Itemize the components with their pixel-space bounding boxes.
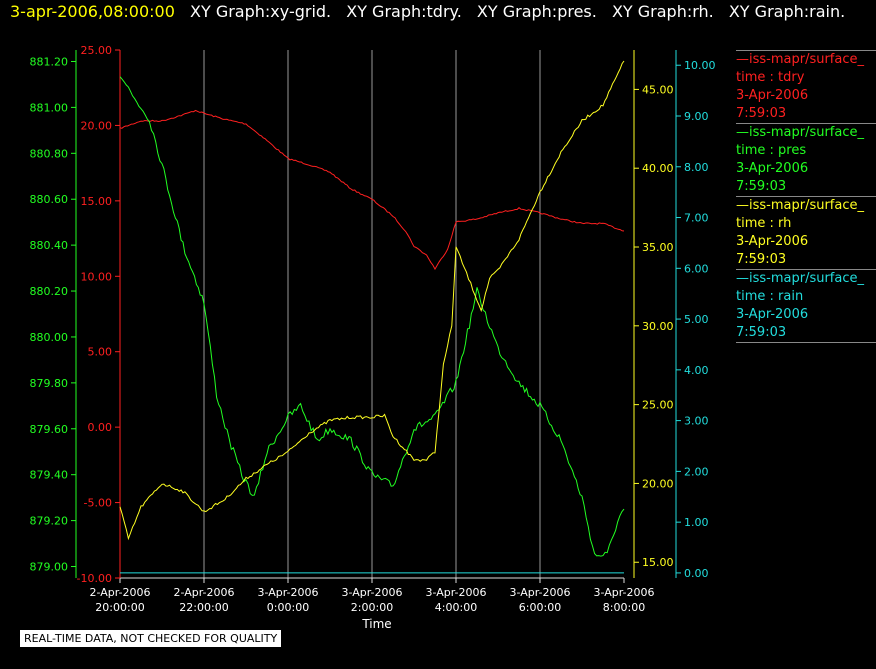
pres-tick-label: 880.20: [30, 285, 69, 298]
legend-date: 3-Apr-2006: [736, 307, 809, 322]
series-line-rh: [119, 60, 625, 541]
rain-tick-label: 6.00: [684, 262, 709, 275]
legend-variable: time : rain: [736, 289, 804, 304]
x-axis-label: Time: [361, 617, 391, 631]
series-line-pres: [119, 76, 625, 557]
rain-tick-label: 2.00: [684, 465, 709, 478]
legend-source: —iss-mapr/surface_: [736, 271, 865, 286]
legend-entry-rain: —iss-mapr/surface_ time : rain 3-Apr-200…: [736, 269, 876, 343]
legend-entry-pres: —iss-mapr/surface_ time : pres 3-Apr-200…: [736, 123, 876, 196]
x-tick-label-date: 2-Apr-2006: [173, 586, 234, 599]
quality-note: REAL-TIME DATA, NOT CHECKED FOR QUALITY: [20, 630, 282, 647]
title-bar: 3-apr-2006,08:00:00 XY Graph:xy-grid. XY…: [0, 0, 876, 30]
series-line-tdry: [119, 109, 625, 271]
x-tick-label-date: 3-Apr-2006: [509, 586, 570, 599]
legend-source: —iss-mapr/surface_: [736, 52, 865, 67]
x-tick-label-date: 2-Apr-2006: [89, 586, 150, 599]
legend-entry-tdry: —iss-mapr/surface_ time : tdry 3-Apr-200…: [736, 50, 876, 123]
legend-time: 7:59:03: [736, 179, 787, 194]
rain-tick-label: 10.00: [684, 59, 716, 72]
rain-tick-label: 7.00: [684, 212, 709, 225]
x-tick-label-date: 3-Apr-2006: [341, 586, 402, 599]
legend-entry-rh: —iss-mapr/surface_ time : rh 3-Apr-2006 …: [736, 196, 876, 269]
tdry-tick-label: -10.00: [77, 572, 112, 585]
x-tick-label-time: 20:00:00: [95, 601, 144, 614]
x-tick-label-time: 22:00:00: [179, 601, 228, 614]
graph-title-rain: XY Graph:rain.: [728, 2, 846, 21]
rain-tick-label: 9.00: [684, 110, 709, 123]
rain-tick-label: 3.00: [684, 415, 709, 428]
pres-tick-label: 881.00: [30, 101, 69, 114]
legend-date: 3-Apr-2006: [736, 88, 809, 103]
pres-tick-label: 879.00: [30, 561, 69, 574]
rh-tick-label: 25.00: [642, 399, 674, 412]
rh-tick-label: 40.00: [642, 162, 674, 175]
rain-tick-label: 8.00: [684, 161, 709, 174]
legend-source: —iss-mapr/surface_: [736, 198, 865, 213]
pres-tick-label: 879.20: [30, 515, 69, 528]
x-tick-label-date: 3-Apr-2006: [425, 586, 486, 599]
rain-tick-label: 5.00: [684, 313, 709, 326]
x-tick-label-time: 4:00:00: [435, 601, 477, 614]
legend-time: 7:59:03: [736, 325, 787, 340]
tdry-tick-label: 25.00: [81, 44, 113, 57]
rain-tick-label: 0.00: [684, 567, 709, 580]
legend-time: 7:59:03: [736, 252, 787, 267]
pres-tick-label: 880.40: [30, 239, 69, 252]
timestamp: 3-apr-2006,08:00:00: [10, 2, 175, 21]
x-tick-label-time: 2:00:00: [351, 601, 393, 614]
tdry-tick-label: 5.00: [88, 346, 113, 359]
legend-variable: time : pres: [736, 143, 807, 158]
pres-tick-label: 880.00: [30, 331, 69, 344]
x-tick-label-date: 3-Apr-2006: [593, 586, 654, 599]
legend-source: —iss-mapr/surface_: [736, 125, 865, 140]
legend-date: 3-Apr-2006: [736, 234, 809, 249]
rain-tick-label: 1.00: [684, 516, 709, 529]
x-tick-label-time: 0:00:00: [267, 601, 309, 614]
graph-title-xy-grid: XY Graph:xy-grid.: [190, 2, 332, 21]
legend-variable: time : rh: [736, 216, 792, 231]
x-tick-label-time: 6:00:00: [519, 601, 561, 614]
tdry-tick-label: 15.00: [81, 195, 113, 208]
x-tick-label-time: 8:00:00: [603, 601, 645, 614]
pres-tick-label: 880.60: [30, 193, 69, 206]
graph-title-pres: XY Graph:pres.: [476, 2, 597, 21]
pres-tick-label: 879.60: [30, 423, 69, 436]
rh-tick-label: 30.00: [642, 320, 674, 333]
legend-variable: time : tdry: [736, 70, 805, 85]
graph-title-tdry: XY Graph:tdry.: [346, 2, 462, 21]
pres-tick-label: 880.80: [30, 147, 69, 160]
x-tick-label-date: 3-Apr-2006: [257, 586, 318, 599]
tdry-tick-label: 10.00: [81, 270, 113, 283]
rh-tick-label: 35.00: [642, 241, 674, 254]
tdry-tick-label: 20.00: [81, 119, 113, 132]
graph-title-rh: XY Graph:rh.: [611, 2, 714, 21]
legend-date: 3-Apr-2006: [736, 161, 809, 176]
rh-tick-label: 15.00: [642, 556, 674, 569]
legend: —iss-mapr/surface_ time : tdry 3-Apr-200…: [736, 50, 876, 343]
tdry-tick-label: -5.00: [84, 497, 112, 510]
rh-tick-label: 20.00: [642, 477, 674, 490]
pres-tick-label: 881.20: [30, 55, 69, 68]
tdry-tick-label: 0.00: [88, 421, 113, 434]
pres-tick-label: 879.80: [30, 377, 69, 390]
pres-tick-label: 879.40: [30, 469, 69, 482]
rh-tick-label: 45.00: [642, 83, 674, 96]
legend-time: 7:59:03: [736, 106, 787, 121]
rain-tick-label: 4.00: [684, 364, 709, 377]
